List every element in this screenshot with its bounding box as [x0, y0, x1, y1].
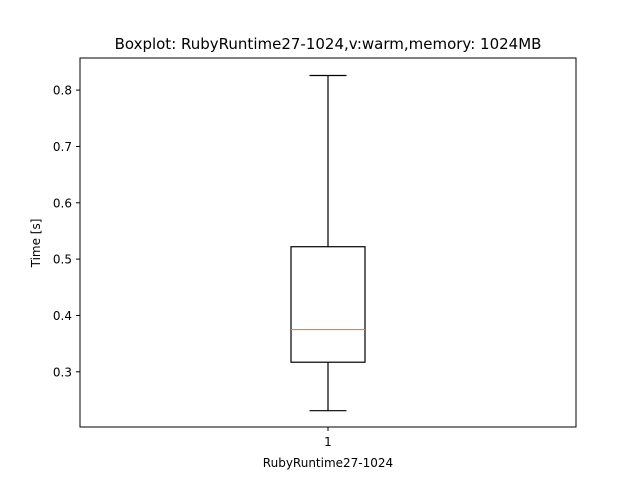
plot-area: 0.3 0.4 0.5 0.6 0.7 0.8 1	[53, 57, 577, 449]
y-tick-label: 0.8	[53, 84, 72, 98]
box-iqr	[290, 246, 366, 363]
x-axis-label: RubyRuntime27-1024	[263, 456, 393, 470]
x-tick-label: 1	[324, 435, 332, 449]
y-tick-label: 0.4	[53, 309, 72, 323]
y-tick-label: 0.7	[53, 140, 72, 154]
y-axis-label: Time [s]	[29, 219, 43, 269]
y-tick-label: 0.5	[53, 253, 72, 267]
y-tick-label: 0.6	[53, 196, 72, 210]
chart-title: Boxplot: RubyRuntime27-1024,v:warm,memor…	[115, 35, 542, 53]
y-tick-label: 0.3	[53, 365, 72, 379]
